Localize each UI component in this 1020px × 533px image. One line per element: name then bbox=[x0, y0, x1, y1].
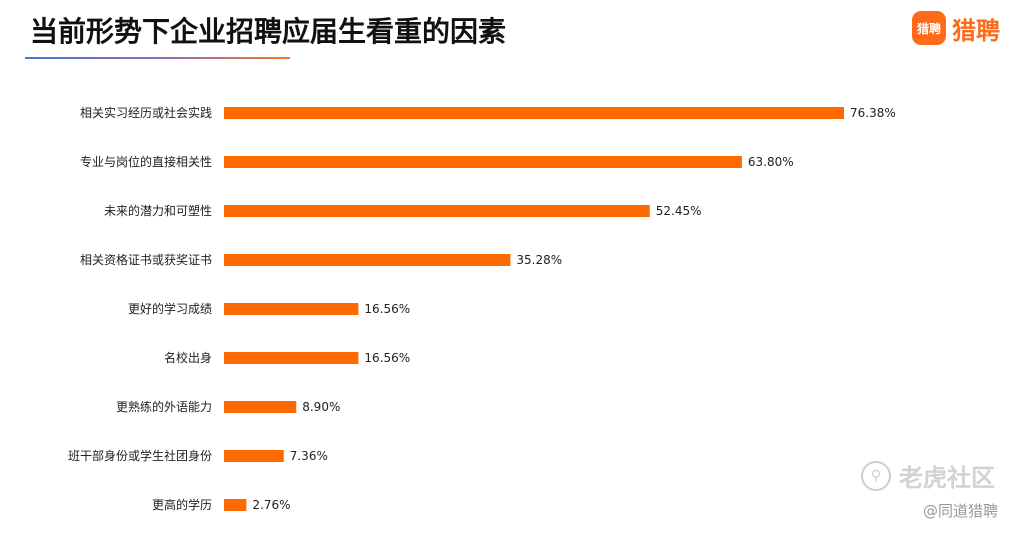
category-label: 未来的潜力和可塑性 bbox=[104, 203, 212, 218]
category-label: 名校出身 bbox=[164, 350, 212, 365]
liepin-logo-icon: 猎聘 bbox=[912, 11, 946, 45]
value-label: 35.28% bbox=[516, 253, 562, 267]
bar bbox=[224, 303, 359, 315]
liepin-logo-text: 猎聘 bbox=[952, 16, 1000, 45]
bar bbox=[224, 450, 284, 462]
value-label: 16.56% bbox=[364, 302, 410, 316]
value-label: 52.45% bbox=[656, 204, 702, 218]
category-label: 相关实习经历或社会实践 bbox=[80, 105, 212, 120]
value-label: 16.56% bbox=[364, 351, 410, 365]
bar bbox=[224, 156, 742, 168]
value-label: 63.80% bbox=[748, 155, 794, 169]
bar bbox=[224, 352, 359, 364]
bar bbox=[224, 499, 247, 511]
category-label: 更熟练的外语能力 bbox=[116, 399, 212, 414]
title-underline bbox=[25, 57, 290, 59]
credit-text: @同道猎聘 bbox=[922, 502, 998, 520]
tiger-community-icon: ⚲ bbox=[861, 460, 891, 491]
category-label: 相关资格证书或获奖证书 bbox=[80, 252, 212, 267]
category-label: 更高的学历 bbox=[152, 497, 212, 512]
bar bbox=[224, 254, 511, 266]
page-title: 当前形势下企业招聘应届生看重的因素 bbox=[30, 15, 507, 48]
bar bbox=[224, 401, 297, 413]
category-label: 专业与岗位的直接相关性 bbox=[80, 154, 212, 169]
liepin-logo: 猎聘 猎聘 bbox=[912, 10, 1000, 46]
value-label: 7.36% bbox=[290, 449, 328, 463]
bar bbox=[224, 107, 844, 119]
value-label: 8.90% bbox=[302, 400, 340, 414]
watermark-text: 老虎社区 bbox=[899, 464, 995, 492]
value-label: 76.38% bbox=[850, 106, 896, 120]
value-label: 2.76% bbox=[252, 498, 290, 512]
watermark: ⚲ 老虎社区 bbox=[861, 458, 995, 493]
category-label: 班干部身份或学生社团身份 bbox=[68, 448, 212, 463]
category-label: 更好的学习成绩 bbox=[128, 301, 212, 316]
bar bbox=[224, 205, 650, 217]
